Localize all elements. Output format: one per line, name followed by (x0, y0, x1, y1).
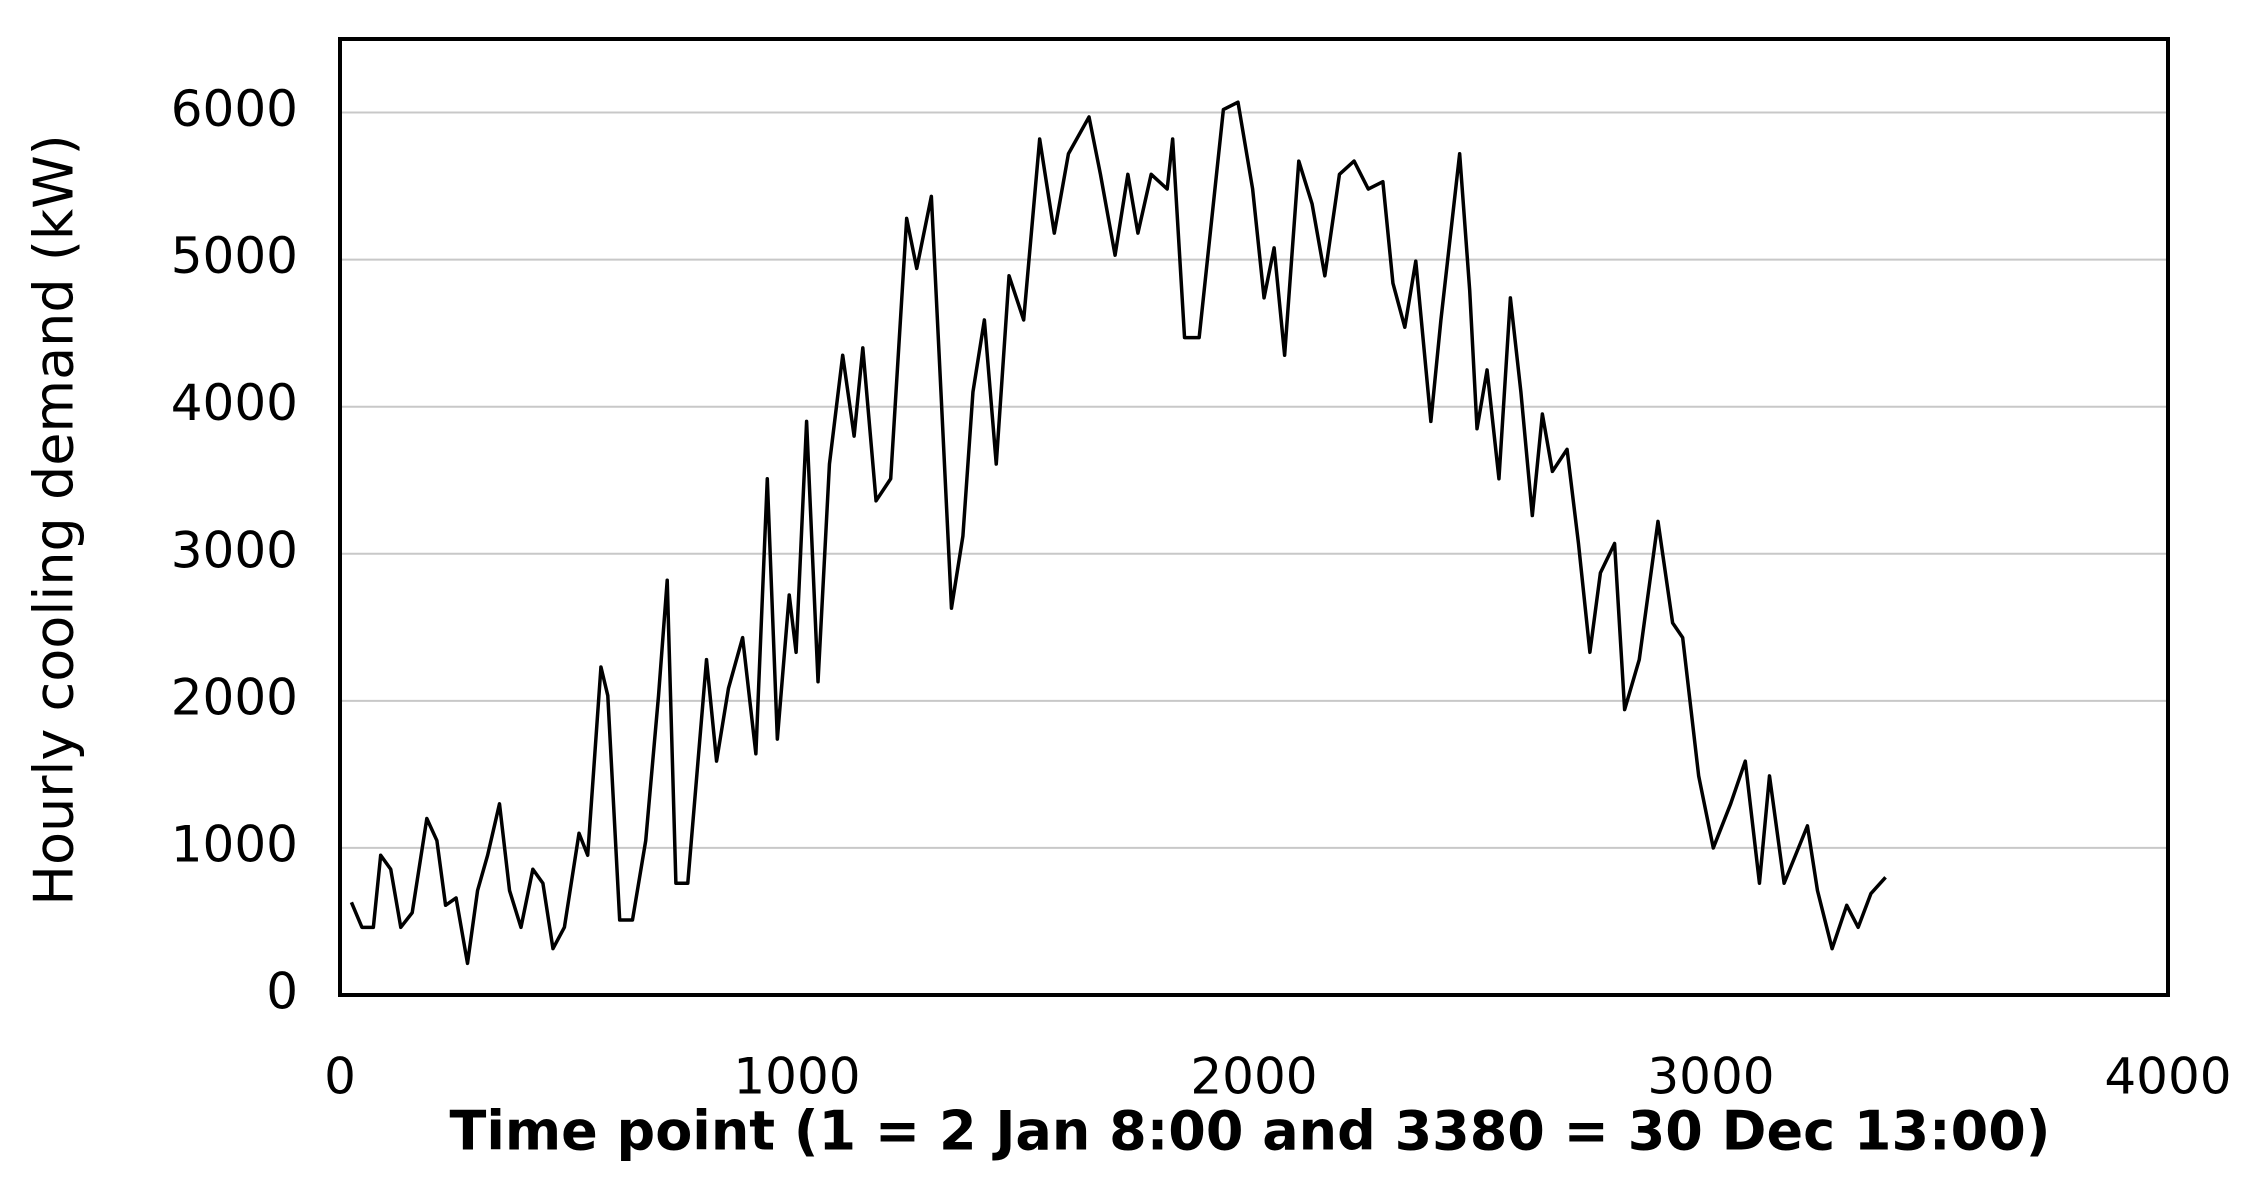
y-tick-label: 4000 (171, 374, 298, 432)
y-tick-label: 5000 (171, 227, 298, 285)
x-tick-label: 4000 (2104, 1048, 2231, 1106)
data-line (349, 100, 1887, 966)
x-tick-label: 0 (324, 1048, 356, 1106)
y-tick-label: 1000 (171, 815, 298, 873)
x-tick-label: 1000 (733, 1048, 860, 1106)
x-axis-title: Time point (1 = 2 Jan 8:00 and 3380 = 30… (450, 1100, 2051, 1163)
x-tick-label: 2000 (1190, 1048, 1317, 1106)
x-tick-label: 3000 (1647, 1048, 1774, 1106)
y-tick-label: 3000 (171, 521, 298, 579)
y-tick-label: 0 (266, 963, 298, 1021)
y-tick-label: 6000 (171, 80, 298, 138)
y-tick-label: 2000 (171, 668, 298, 726)
y-axis-title: Hourly cooling demand (kW) (23, 134, 86, 905)
plot-frame (338, 37, 2170, 997)
